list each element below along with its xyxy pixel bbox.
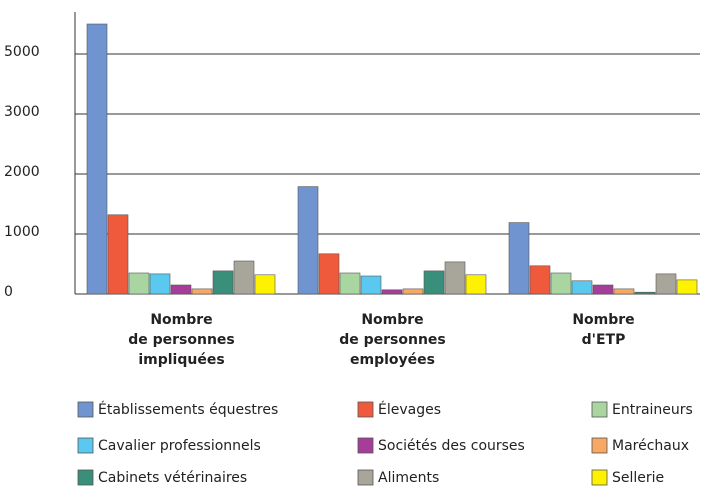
x-tick-label: Nombre <box>572 312 634 328</box>
y-tick-label: 3000 <box>4 104 40 120</box>
bar <box>149 273 171 295</box>
legend-swatch <box>591 401 608 418</box>
bar <box>318 253 340 295</box>
bar <box>191 288 213 295</box>
legend-label: Maréchaux <box>612 438 689 454</box>
legend-swatch <box>357 437 374 454</box>
bar <box>465 274 487 295</box>
legend-swatch <box>77 469 94 486</box>
y-tick-label: 2000 <box>4 164 40 180</box>
x-tick-label: de personnes <box>339 332 446 348</box>
bar <box>402 288 424 295</box>
bar <box>550 272 572 295</box>
y-tick-label: 1000 <box>4 224 40 240</box>
bar <box>444 261 466 295</box>
legend-label: Cavalier professionnels <box>98 438 261 454</box>
bar <box>86 23 108 295</box>
bar <box>297 186 319 295</box>
x-tick-label: Nombre <box>361 312 423 328</box>
x-tick-label: impliquées <box>138 352 224 368</box>
legend-swatch <box>357 401 374 418</box>
x-tick-label: de personnes <box>128 332 235 348</box>
x-tick-label: Nombre <box>150 312 212 328</box>
bar <box>128 272 150 295</box>
legend-swatch <box>357 469 374 486</box>
bar <box>571 280 593 295</box>
bar <box>254 274 276 295</box>
legend-swatch <box>591 437 608 454</box>
legend-label: Établissements équestres <box>98 401 278 418</box>
y-tick-label: 0 <box>4 284 13 300</box>
x-tick-label: d'ETP <box>582 332 626 348</box>
bar <box>655 273 677 295</box>
legend-swatch <box>591 469 608 486</box>
bar <box>508 222 530 295</box>
bar <box>634 291 656 295</box>
x-tick-label: employées <box>350 352 435 368</box>
bar <box>360 275 382 295</box>
bar <box>592 284 614 295</box>
bar <box>529 265 551 295</box>
legend-label: Cabinets vétérinaires <box>98 470 247 486</box>
legend-label: Élevages <box>378 401 441 418</box>
bar <box>676 279 698 295</box>
bar <box>339 272 361 295</box>
legend-label: Sellerie <box>612 470 664 486</box>
bar <box>233 260 255 295</box>
bar <box>170 284 192 295</box>
legend-label: Sociétés des courses <box>378 438 525 454</box>
legend-swatch <box>77 437 94 454</box>
y-tick-label: 5000 <box>4 44 40 60</box>
bar <box>423 270 445 295</box>
legend-swatch <box>77 401 94 418</box>
bar <box>613 288 635 295</box>
bar <box>212 270 234 295</box>
legend-label: Aliments <box>378 470 439 486</box>
bar <box>107 214 129 295</box>
bar <box>381 289 403 295</box>
legend-label: Entraineurs <box>612 402 693 418</box>
